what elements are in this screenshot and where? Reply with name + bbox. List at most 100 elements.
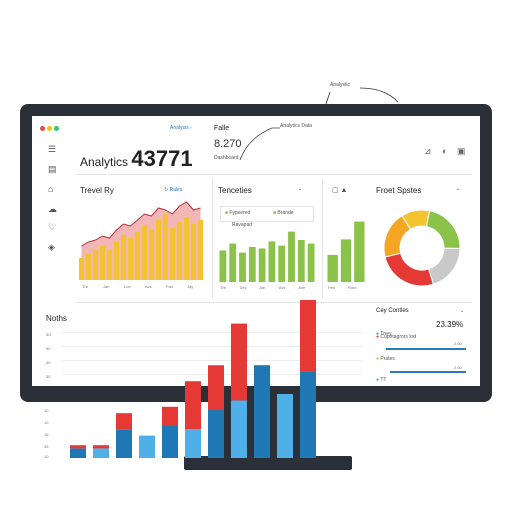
bar: [185, 429, 201, 458]
inbox-icon[interactable]: ▤: [48, 164, 57, 174]
bar: [135, 232, 140, 280]
chart-donut: [383, 209, 461, 287]
bar: [191, 224, 196, 280]
legend-bar-item: ● TT 2.50: [376, 365, 468, 386]
bar: [278, 245, 286, 282]
narrow-panel-icons[interactable]: ▢ ▲: [332, 187, 348, 194]
bar: [297, 240, 305, 282]
bar: [139, 435, 155, 458]
title-label: Analytics: [80, 155, 129, 169]
dashboard-screen: Analytics 43771 Analysis › Falle 8.270 D…: [32, 116, 480, 386]
x-tick-label: Thr: [82, 284, 89, 289]
tab-a[interactable]: ■ Fypsered: [225, 210, 251, 216]
bar: [268, 241, 276, 282]
close-dot[interactable]: [40, 126, 45, 131]
bar: [184, 217, 189, 280]
chevron-down-icon-right[interactable]: ⌄: [456, 186, 461, 192]
y-tick: 10: [44, 454, 49, 459]
panel-title-right: Froet Spstes: [376, 186, 422, 195]
list-icon[interactable]: ☰: [48, 144, 57, 154]
title-number: 43771: [131, 146, 193, 171]
x-tick-label: Tre: [220, 285, 227, 290]
bar: [162, 426, 178, 458]
kpi-label: Falle: [214, 125, 230, 132]
middle-panel-sub: Ravapad: [232, 222, 253, 228]
x-tick-label: Ale: [259, 285, 266, 290]
legend-title: Cey Contles: [376, 308, 409, 314]
tab-b[interactable]: ■ Brande: [273, 210, 294, 216]
cloud-icon[interactable]: ☁: [48, 204, 57, 214]
bar-stack: [93, 445, 109, 449]
bar-stack: [116, 413, 132, 430]
bar: [156, 220, 161, 280]
maximize-dot[interactable]: [54, 126, 59, 131]
page-title: Analytics 43771: [80, 146, 193, 172]
bar: [114, 242, 119, 280]
bar: [229, 243, 237, 282]
gridline: [62, 332, 362, 333]
x-tick-label: Ave: [298, 285, 306, 290]
bar: [300, 371, 316, 458]
user-icon[interactable]: ◐: [442, 146, 448, 156]
bar: [354, 221, 365, 282]
bar-upper: [208, 365, 224, 410]
panel-divider-2: [322, 178, 323, 298]
x-tick-label: Fau: [166, 284, 173, 289]
bar: [177, 222, 182, 280]
leaf-icon[interactable]: ⊿: [424, 146, 432, 156]
bar: [93, 448, 109, 458]
bar: [121, 235, 126, 280]
bar: [254, 365, 270, 458]
legend-item: ● Cupritagrors lod: [376, 334, 416, 340]
bar: [170, 228, 175, 280]
home-icon[interactable]: ⌂: [48, 184, 54, 194]
heart-icon[interactable]: ♡: [48, 222, 57, 232]
panel-title-bottom: Noths: [46, 314, 67, 323]
bar: [79, 258, 84, 280]
chevron-right-icon: ›: [190, 125, 192, 131]
bar: [70, 448, 86, 458]
bar: [116, 429, 132, 458]
bar: [128, 238, 133, 280]
legend-panel: Cey Contles ⌄ ● Tney 23.39% ● Cupritagro…: [372, 304, 472, 384]
legend-item: ● Prates: [376, 356, 395, 362]
kpi-value: 8.270: [214, 138, 242, 150]
minimize-dot[interactable]: [47, 126, 52, 131]
bar-upper: [300, 300, 316, 372]
image-icon[interactable]: ▣: [457, 146, 466, 156]
legend-chevron-icon[interactable]: ⌄: [460, 308, 465, 314]
panel-title-left: Trevel Ry: [80, 186, 114, 195]
bar-stack: [162, 406, 178, 426]
middle-panel-tabs: ■ Fypsered ■ Brande: [220, 206, 314, 222]
y-tick: 5O: [46, 332, 52, 337]
tag-icon[interactable]: ◈: [48, 242, 55, 252]
bar: [231, 400, 247, 458]
bar: [107, 250, 112, 280]
bar: [163, 214, 168, 280]
bar: [100, 246, 105, 280]
chevron-down-icon[interactable]: ⌄: [298, 186, 303, 192]
chart-area-bars: Thr Jan Loe Avs Fau Jay: [79, 201, 203, 289]
bar: [198, 220, 203, 280]
gridline: [62, 346, 362, 347]
bar: [248, 247, 256, 282]
panel-title-middle: Tenceties: [218, 186, 252, 195]
pie-slice: [427, 247, 461, 285]
left-panel-link[interactable]: ↻ Rales: [164, 187, 183, 193]
bar: [142, 225, 147, 280]
area-series: [81, 202, 201, 280]
top-annotation: Analystic: [330, 82, 351, 88]
bar: [307, 243, 315, 282]
chart-green-bars-small: Feb Rom: [327, 221, 365, 290]
x-tick-label: Jay: [187, 284, 193, 289]
bar: [239, 252, 246, 282]
bar: [149, 230, 154, 280]
analysis-link[interactable]: Analysis ›: [170, 125, 192, 131]
pie-slice: [401, 209, 431, 230]
legend-item: ● Tney 23.39%: [376, 320, 464, 337]
row-divider: [76, 302, 472, 303]
kpi-sub: Dashboard: [214, 155, 239, 161]
bar: [208, 410, 224, 458]
bar: [93, 250, 98, 280]
panel-divider-1: [212, 178, 213, 298]
